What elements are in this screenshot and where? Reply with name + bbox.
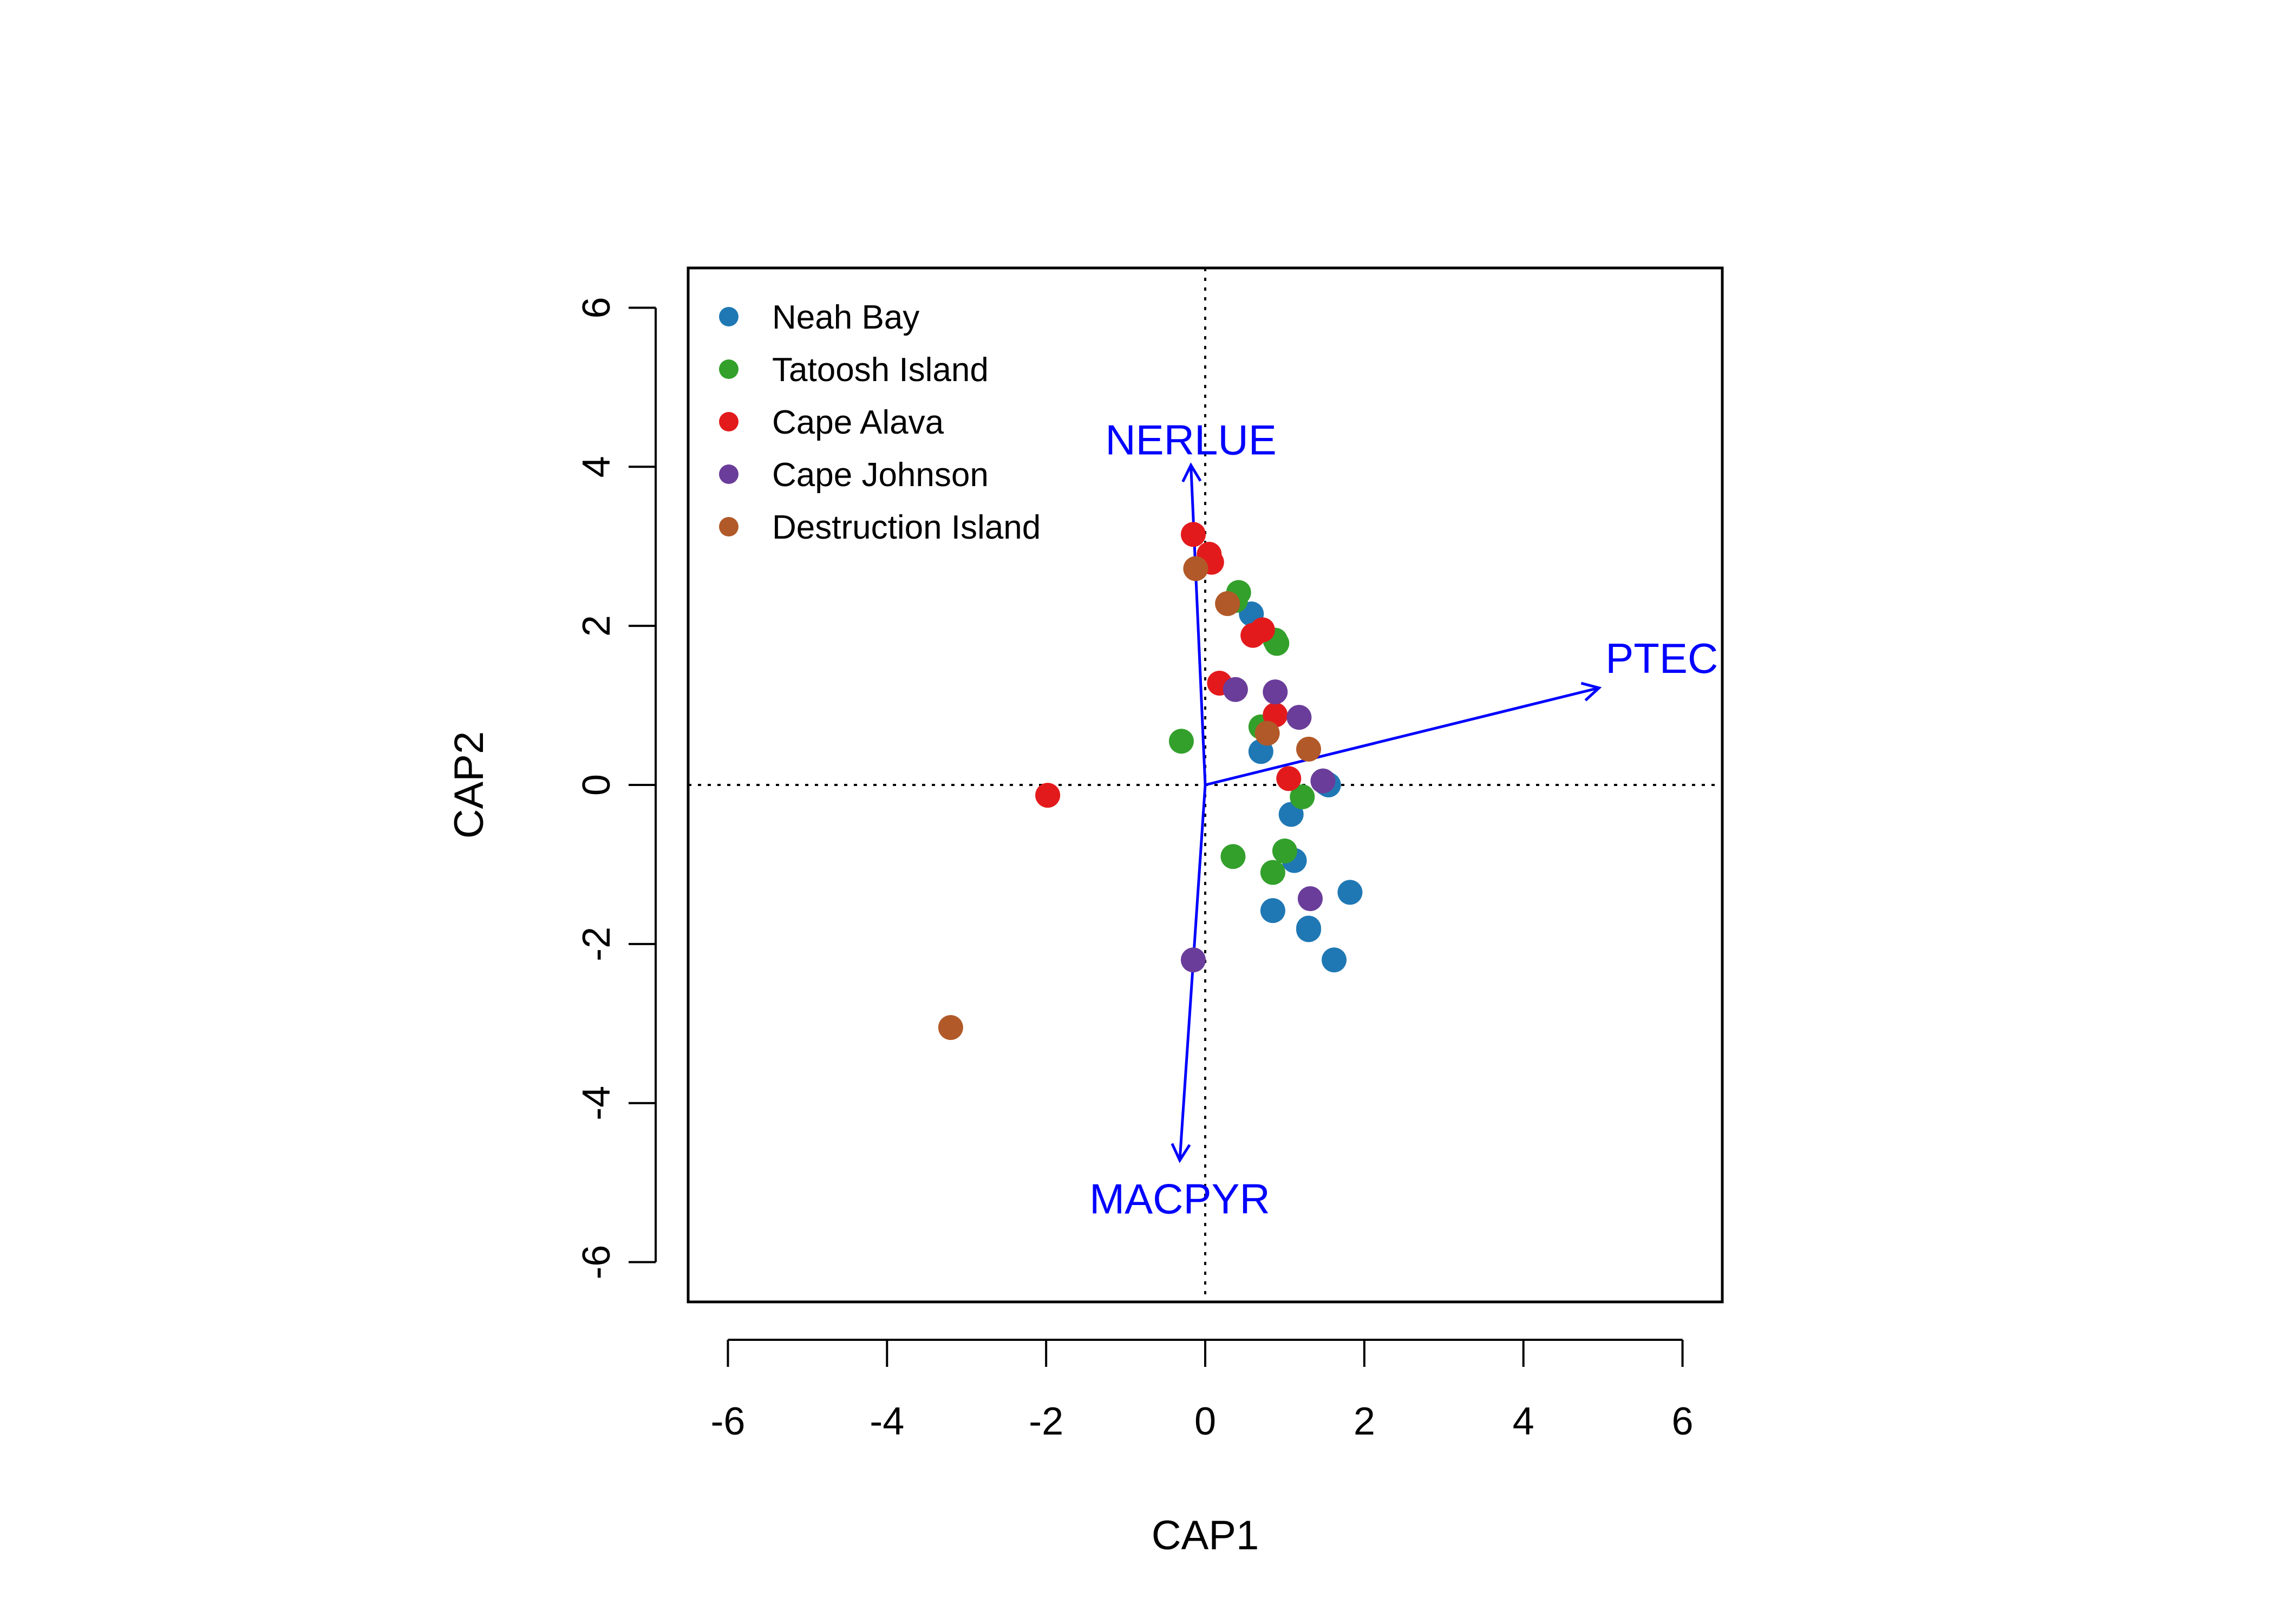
data-point — [938, 1015, 963, 1040]
data-point — [1272, 838, 1297, 863]
data-point — [1254, 721, 1280, 746]
data-point — [1223, 677, 1248, 702]
y-tick-label: -2 — [575, 927, 618, 961]
vector-arrowhead — [1580, 682, 1602, 702]
data-point — [1215, 591, 1240, 617]
legend: Neah Bay Tatoosh Island Cape Alava Cape Joh… — [719, 299, 1041, 546]
vector-label: MACPYR — [1089, 1175, 1270, 1222]
data-point — [1310, 768, 1336, 794]
x-tick-label: -4 — [870, 1400, 904, 1443]
legend-label: Tatoosh Island — [772, 351, 989, 389]
x-axis: -6 -4 -2 0 2 4 6 — [710, 1339, 1694, 1443]
data-point — [1296, 736, 1321, 762]
data-point — [1180, 522, 1206, 547]
data-point — [1286, 705, 1312, 730]
data-point — [1337, 880, 1363, 905]
vector-arrow — [1178, 784, 1207, 1161]
x-tick-label: -6 — [710, 1400, 745, 1443]
legend-label: Destruction Island — [772, 509, 1041, 546]
y-tick-label: 2 — [575, 615, 618, 637]
y-tick-label: 0 — [575, 774, 618, 796]
data-point — [1290, 784, 1315, 810]
y-tick-label: -6 — [575, 1245, 618, 1280]
data-point — [1240, 623, 1266, 648]
data-point — [1297, 886, 1323, 912]
y-tick-label: 4 — [575, 456, 618, 477]
data-point — [1276, 766, 1302, 791]
x-tick-label: 0 — [1194, 1400, 1216, 1443]
data-point — [1180, 947, 1206, 973]
data-point — [1035, 783, 1061, 808]
legend-marker — [719, 464, 739, 484]
legend-label: Cape Alava — [772, 404, 944, 441]
legend-marker — [719, 412, 739, 431]
data-point — [1260, 898, 1285, 924]
vector-arrow — [1190, 465, 1207, 785]
y-tick-label: -4 — [575, 1086, 618, 1121]
data-point — [1322, 947, 1347, 973]
legend-marker — [719, 517, 739, 536]
y-tick-label: 6 — [575, 297, 618, 318]
x-axis-title: CAP1 — [1152, 1512, 1259, 1558]
data-points — [938, 522, 1363, 1040]
data-point — [1168, 729, 1194, 754]
data-point — [1220, 844, 1246, 869]
legend-label: Cape Johnson — [772, 456, 989, 494]
vector-label: PTEC — [1605, 634, 1718, 682]
data-point — [1263, 679, 1288, 705]
y-axis-title: CAP2 — [446, 731, 492, 839]
vector-arrowhead — [1181, 462, 1202, 483]
vector-arrowhead — [1171, 1143, 1191, 1163]
legend-label: Neah Bay — [772, 299, 919, 336]
data-point — [1183, 556, 1208, 581]
x-tick-label: 4 — [1513, 1400, 1534, 1443]
vector-label: NERLUE — [1105, 416, 1276, 463]
data-point — [1296, 917, 1321, 942]
biplot-vectors: PTEC NERLUE MACPYR — [1089, 416, 1718, 1222]
legend-marker — [719, 307, 739, 326]
x-tick-label: -2 — [1029, 1400, 1063, 1443]
x-tick-label: 2 — [1354, 1400, 1375, 1443]
data-point — [1260, 860, 1285, 885]
vector-arrow — [1205, 686, 1599, 787]
y-axis: -6 -4 -2 0 2 4 6 — [575, 297, 657, 1280]
x-tick-label: 6 — [1672, 1400, 1694, 1443]
legend-marker — [719, 359, 739, 379]
